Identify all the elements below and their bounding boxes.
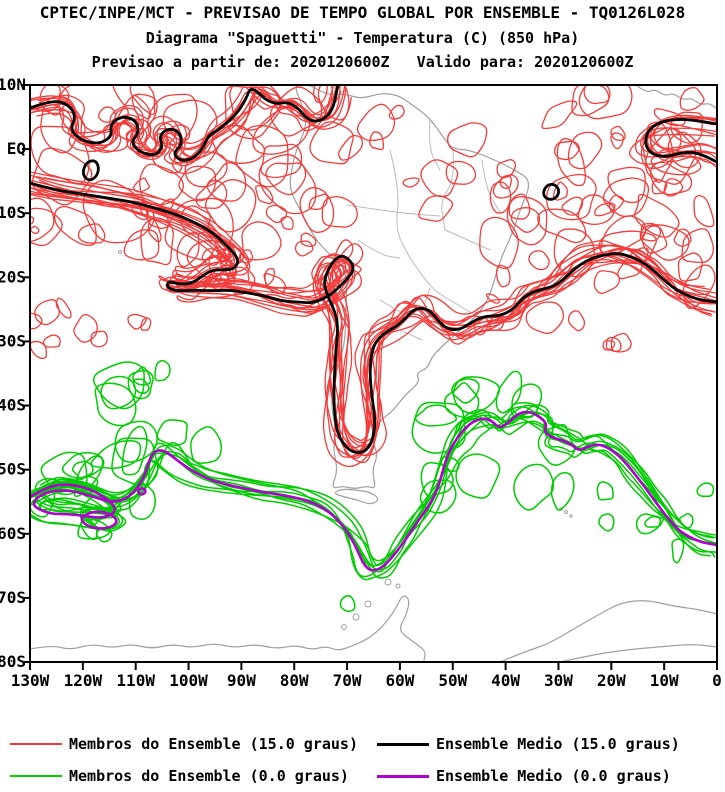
- svg-text:30W: 30W: [544, 671, 573, 690]
- legend-swatch: [377, 742, 429, 746]
- svg-text:90W: 90W: [227, 671, 256, 690]
- svg-text:20W: 20W: [597, 671, 626, 690]
- legend-item-mean-15: Ensemble Medio (15.0 graus): [365, 728, 725, 760]
- legend-label: Ensemble Medio (15.0 graus): [436, 735, 680, 753]
- svg-text:130W: 130W: [11, 671, 50, 690]
- svg-text:40W: 40W: [491, 671, 520, 690]
- title-line-1: CPTEC/INPE/MCT - PREVISAO DE TEMPO GLOBA…: [39, 3, 686, 22]
- mean-0c-layer: [31, 410, 716, 572]
- legend: Membros do Ensemble (15.0 graus) Ensembl…: [0, 728, 725, 792]
- legend-label: Ensemble Medio (0.0 graus): [436, 767, 671, 785]
- svg-text:20S: 20S: [0, 267, 26, 286]
- svg-text:10N: 10N: [0, 75, 26, 94]
- legend-swatch: [10, 775, 62, 777]
- axis-labels: 130W 120W 110W 100W 90W 80W 70W 60W 50W 40W 30W 20W…: [0, 75, 722, 690]
- map-svg: 130W 120W 110W 100W 90W 80W 70W 60W 50W 40W 30W 20W…: [0, 75, 722, 690]
- svg-text:70W: 70W: [333, 671, 362, 690]
- country-borders-layer: [346, 117, 501, 341]
- members-0c-layer: [31, 359, 716, 613]
- legend-label: Membros do Ensemble (15.0 graus): [69, 735, 358, 753]
- svg-text:10S: 10S: [0, 203, 26, 222]
- svg-text:0: 0: [712, 671, 722, 690]
- axis-ticks: [22, 84, 718, 670]
- legend-item-mean-0: Ensemble Medio (0.0 graus): [365, 760, 725, 792]
- legend-swatch: [377, 774, 429, 778]
- legend-item-members-0: Membros do Ensemble (0.0 graus): [0, 760, 365, 792]
- mean-15c-layer: [31, 86, 716, 454]
- svg-text:50S: 50S: [0, 460, 26, 479]
- coastline-layer: [31, 86, 716, 661]
- svg-text:110W: 110W: [116, 671, 155, 690]
- svg-text:40S: 40S: [0, 396, 26, 415]
- title-line-2: Diagrama "Spaguetti" - Temperatura (C) (…: [145, 29, 580, 47]
- legend-swatch: [10, 743, 62, 745]
- svg-text:80S: 80S: [0, 652, 26, 671]
- svg-text:70S: 70S: [0, 588, 26, 607]
- svg-text:EQ: EQ: [7, 139, 26, 158]
- svg-text:60W: 60W: [385, 671, 414, 690]
- svg-text:30S: 30S: [0, 331, 26, 350]
- map-layers: [31, 86, 716, 661]
- svg-text:60S: 60S: [0, 524, 26, 543]
- legend-item-members-15: Membros do Ensemble (15.0 graus): [0, 728, 365, 760]
- svg-text:120W: 120W: [64, 671, 103, 690]
- svg-text:100W: 100W: [169, 671, 208, 690]
- title-line-3: Previsao a partir de: 2020120600Z Valido…: [91, 53, 634, 71]
- svg-text:10W: 10W: [650, 671, 679, 690]
- map-frame: [29, 84, 718, 663]
- svg-text:50W: 50W: [438, 671, 467, 690]
- svg-text:80W: 80W: [280, 671, 309, 690]
- legend-label: Membros do Ensemble (0.0 graus): [69, 767, 349, 785]
